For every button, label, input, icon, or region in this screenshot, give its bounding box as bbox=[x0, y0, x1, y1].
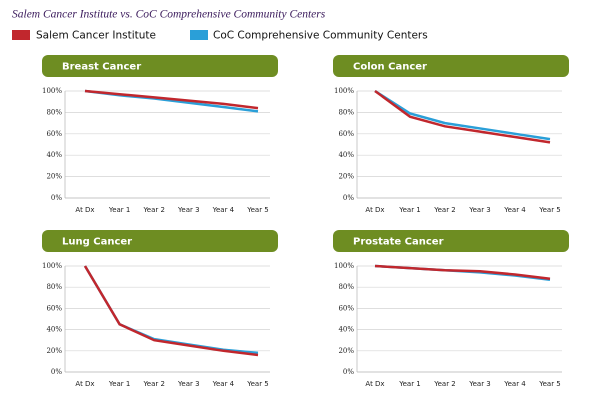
x-tick-label: Year 3 bbox=[177, 380, 200, 388]
y-tick-label: 20% bbox=[338, 173, 354, 181]
panel-header bbox=[42, 55, 278, 77]
y-tick-label: 80% bbox=[338, 283, 354, 291]
legend-label: Salem Cancer Institute bbox=[36, 30, 156, 42]
series-line bbox=[374, 89, 551, 141]
y-tick-label: 80% bbox=[338, 108, 354, 116]
y-tick-label: 100% bbox=[334, 87, 354, 95]
legend-swatch bbox=[12, 30, 30, 40]
y-tick-label: 40% bbox=[338, 151, 354, 159]
y-tick-label: 20% bbox=[46, 347, 62, 355]
series-line bbox=[374, 264, 551, 280]
panel-title: Lung Cancer bbox=[62, 237, 132, 248]
y-tick-label: 0% bbox=[343, 368, 354, 376]
x-tick-label: Year 4 bbox=[212, 380, 235, 388]
y-tick-label: 100% bbox=[42, 87, 62, 95]
panel-title: Prostate Cancer bbox=[353, 237, 444, 248]
y-tick-label: 0% bbox=[343, 194, 354, 202]
y-tick-label: 100% bbox=[42, 262, 62, 270]
x-tick-label: Year 4 bbox=[503, 380, 526, 388]
x-tick-label: Year 1 bbox=[108, 380, 131, 388]
x-tick-label: Year 1 bbox=[108, 206, 131, 214]
x-tick-label: Year 5 bbox=[538, 380, 561, 388]
x-tick-label: Year 4 bbox=[503, 206, 526, 214]
x-tick-label: Year 2 bbox=[433, 206, 456, 214]
x-tick-label: At Dx bbox=[75, 380, 94, 388]
x-tick-label: At Dx bbox=[75, 206, 94, 214]
y-tick-label: 40% bbox=[46, 326, 62, 334]
x-tick-label: Year 2 bbox=[433, 380, 456, 388]
y-tick-label: 60% bbox=[46, 130, 62, 138]
y-tick-label: 40% bbox=[46, 151, 62, 159]
x-tick-label: Year 3 bbox=[468, 380, 491, 388]
x-tick-label: At Dx bbox=[365, 206, 384, 214]
panel-header bbox=[333, 55, 569, 77]
y-tick-label: 100% bbox=[334, 262, 354, 270]
series-line bbox=[374, 89, 551, 144]
x-tick-label: Year 5 bbox=[246, 206, 269, 214]
x-tick-label: Year 4 bbox=[212, 206, 235, 214]
panel-header bbox=[42, 230, 278, 252]
y-tick-label: 20% bbox=[338, 347, 354, 355]
y-tick-label: 80% bbox=[46, 108, 62, 116]
y-tick-label: 80% bbox=[46, 283, 62, 291]
legend-swatch bbox=[190, 30, 208, 40]
x-tick-label: Year 2 bbox=[142, 206, 165, 214]
x-tick-label: Year 5 bbox=[538, 206, 561, 214]
y-tick-label: 60% bbox=[338, 304, 354, 312]
series-line bbox=[83, 265, 259, 357]
y-tick-label: 60% bbox=[46, 304, 62, 312]
legend-label: CoC Comprehensive Community Centers bbox=[213, 30, 428, 42]
y-tick-label: 0% bbox=[51, 368, 62, 376]
x-tick-label: At Dx bbox=[365, 380, 384, 388]
x-tick-label: Year 2 bbox=[142, 380, 165, 388]
x-tick-label: Year 3 bbox=[177, 206, 200, 214]
page-title: Salem Cancer Institute vs. CoC Comprehen… bbox=[12, 9, 326, 21]
x-tick-label: Year 1 bbox=[398, 206, 421, 214]
y-tick-label: 60% bbox=[338, 130, 354, 138]
y-tick-label: 40% bbox=[338, 326, 354, 334]
x-tick-label: Year 3 bbox=[468, 206, 491, 214]
x-tick-label: Year 5 bbox=[246, 380, 269, 388]
panel-header bbox=[333, 230, 569, 252]
series-line bbox=[84, 89, 259, 110]
panel-title: Colon Cancer bbox=[353, 62, 427, 73]
y-tick-label: 0% bbox=[51, 194, 62, 202]
x-tick-label: Year 1 bbox=[398, 380, 421, 388]
panel-title: Breast Cancer bbox=[62, 62, 141, 73]
y-tick-label: 20% bbox=[46, 173, 62, 181]
